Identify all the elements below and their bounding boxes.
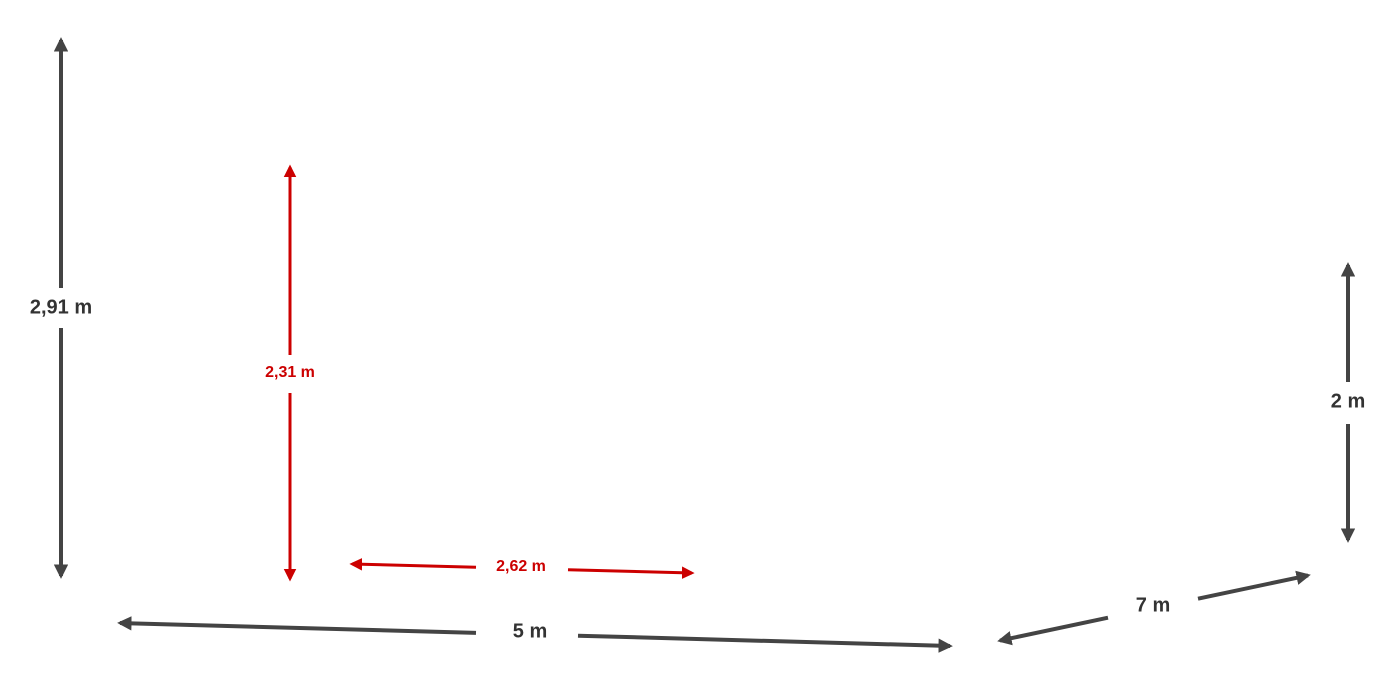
dimension-label: 7 m <box>1136 594 1170 616</box>
dimension-height-right: 2 m <box>1331 262 1365 543</box>
dimension-label: 2,31 m <box>265 364 315 381</box>
dimension-depth: 7 m <box>997 570 1311 646</box>
arrow <box>1197 570 1311 601</box>
dimension-label: 2,91 m <box>30 296 92 318</box>
arrow <box>117 616 477 635</box>
dimension-label: 2,62 m <box>496 558 546 575</box>
dimension-label: 2 m <box>1331 390 1365 412</box>
dimension-height-left: 2,91 m <box>30 37 92 579</box>
dimension-length-front: 5 m <box>117 616 953 653</box>
dimension-label: 5 m <box>513 620 547 642</box>
dimension-height-inner: 2,31 m <box>265 164 315 582</box>
arrow <box>349 557 477 571</box>
arrow <box>997 615 1109 646</box>
arrow <box>577 633 953 653</box>
arrow <box>567 566 695 580</box>
dimension-width-inner: 2,62 m <box>349 557 695 580</box>
